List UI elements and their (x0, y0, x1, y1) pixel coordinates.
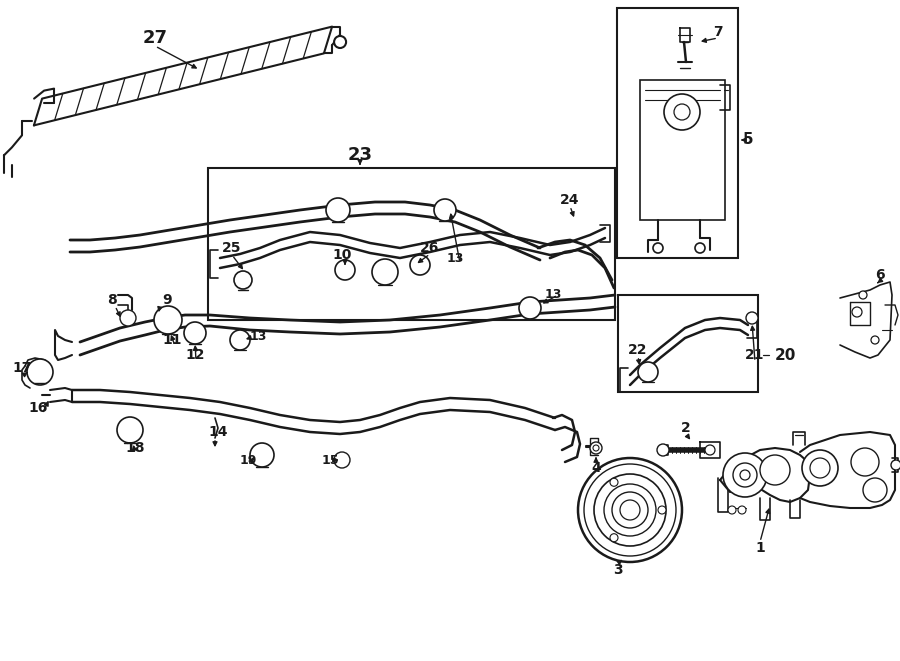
Circle shape (746, 312, 758, 324)
Circle shape (695, 243, 705, 253)
Circle shape (120, 310, 136, 326)
Circle shape (705, 445, 715, 455)
Text: 8: 8 (107, 293, 117, 307)
Text: 13: 13 (544, 288, 562, 301)
Text: 13: 13 (446, 251, 464, 264)
Circle shape (578, 458, 682, 562)
Circle shape (604, 484, 656, 536)
Circle shape (620, 500, 640, 520)
Circle shape (852, 307, 862, 317)
Bar (618, 295, 758, 392)
Bar (617, 8, 738, 258)
Circle shape (871, 336, 879, 344)
Text: 13: 13 (249, 330, 266, 344)
Circle shape (593, 445, 599, 451)
Circle shape (728, 506, 736, 514)
Circle shape (851, 448, 879, 476)
Text: 2: 2 (681, 421, 691, 435)
Text: 1: 1 (755, 541, 765, 555)
Text: 11: 11 (162, 333, 182, 347)
Circle shape (335, 260, 355, 280)
Circle shape (657, 444, 669, 456)
Circle shape (334, 452, 350, 468)
Text: 7: 7 (713, 25, 723, 39)
Circle shape (519, 297, 541, 319)
Circle shape (154, 306, 182, 334)
Text: 25: 25 (222, 241, 242, 255)
Circle shape (234, 271, 252, 289)
Text: 16: 16 (28, 401, 48, 415)
Text: 14: 14 (208, 425, 228, 439)
Circle shape (810, 458, 830, 478)
Circle shape (184, 322, 206, 344)
Circle shape (664, 94, 700, 130)
Text: 15: 15 (321, 453, 338, 467)
Circle shape (653, 243, 663, 253)
Circle shape (590, 442, 602, 454)
Circle shape (410, 255, 430, 275)
Circle shape (434, 199, 456, 221)
Circle shape (117, 417, 143, 443)
Text: 5: 5 (742, 132, 753, 147)
Circle shape (610, 533, 618, 542)
Text: 20: 20 (775, 348, 796, 362)
Bar (640, 80, 725, 220)
Circle shape (760, 455, 790, 485)
Circle shape (891, 460, 900, 470)
Text: 22: 22 (628, 343, 648, 357)
Circle shape (740, 470, 750, 480)
Text: 21: 21 (745, 348, 765, 362)
Text: 17: 17 (13, 361, 32, 375)
Circle shape (594, 474, 666, 546)
Circle shape (230, 330, 250, 350)
Circle shape (658, 506, 666, 514)
Circle shape (610, 479, 618, 486)
Circle shape (674, 104, 690, 120)
Circle shape (723, 453, 767, 497)
Text: 19: 19 (239, 453, 256, 467)
Text: 3: 3 (613, 563, 623, 577)
Circle shape (326, 198, 350, 222)
Text: 9: 9 (162, 293, 172, 307)
Text: 23: 23 (347, 146, 373, 164)
Text: 27: 27 (142, 29, 167, 47)
Text: 10: 10 (332, 248, 352, 262)
Text: 12: 12 (185, 348, 205, 362)
Circle shape (27, 359, 53, 385)
Text: 6: 6 (875, 268, 885, 282)
Circle shape (250, 443, 274, 467)
Bar (208, 168, 615, 320)
Circle shape (863, 478, 887, 502)
Text: 24: 24 (560, 193, 580, 207)
Text: 4: 4 (591, 461, 601, 475)
Text: 26: 26 (420, 241, 440, 255)
Circle shape (859, 291, 867, 299)
Circle shape (612, 492, 648, 528)
Text: 18: 18 (125, 441, 145, 455)
Circle shape (802, 450, 838, 486)
Circle shape (334, 36, 346, 48)
Circle shape (372, 259, 398, 285)
Circle shape (733, 463, 757, 487)
Circle shape (584, 464, 676, 556)
Circle shape (738, 506, 746, 514)
Circle shape (638, 362, 658, 382)
